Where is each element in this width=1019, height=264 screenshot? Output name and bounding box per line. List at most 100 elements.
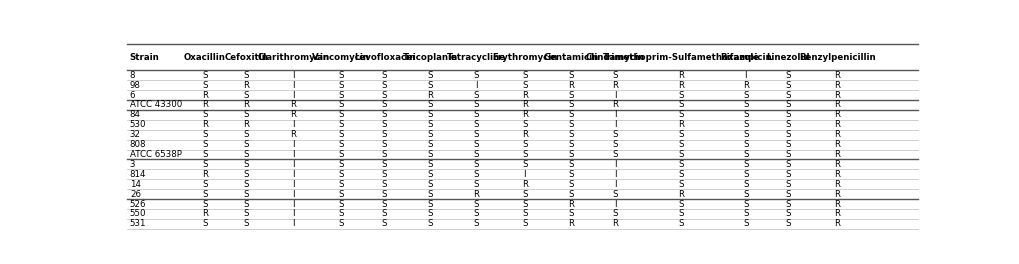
Text: S: S xyxy=(202,140,208,149)
Text: I: I xyxy=(292,150,294,159)
Text: S: S xyxy=(202,200,208,209)
Text: R: R xyxy=(202,170,208,179)
Text: S: S xyxy=(427,101,433,110)
Text: S: S xyxy=(742,210,748,219)
Text: R: R xyxy=(202,91,208,100)
Text: S: S xyxy=(522,190,527,199)
Text: S: S xyxy=(568,180,573,189)
Text: ATCC 43300: ATCC 43300 xyxy=(129,101,182,110)
Text: S: S xyxy=(522,120,527,129)
Text: R: R xyxy=(678,81,684,90)
Text: 530: 530 xyxy=(129,120,147,129)
Text: S: S xyxy=(338,140,343,149)
Text: S: S xyxy=(338,130,343,139)
Text: S: S xyxy=(338,81,343,90)
Text: 6: 6 xyxy=(129,91,136,100)
Text: S: S xyxy=(381,81,387,90)
Text: S: S xyxy=(678,200,684,209)
Text: S: S xyxy=(678,140,684,149)
Text: R: R xyxy=(521,180,527,189)
Text: S: S xyxy=(678,101,684,110)
Text: S: S xyxy=(381,190,387,199)
Text: S: S xyxy=(785,81,791,90)
Text: S: S xyxy=(611,140,618,149)
Text: S: S xyxy=(381,120,387,129)
Text: Levofloxacin: Levofloxacin xyxy=(354,53,415,62)
Text: R: R xyxy=(678,120,684,129)
Text: S: S xyxy=(742,110,748,119)
Text: S: S xyxy=(568,150,573,159)
Text: S: S xyxy=(244,150,249,159)
Text: I: I xyxy=(292,170,294,179)
Text: S: S xyxy=(522,150,527,159)
Text: I: I xyxy=(523,170,526,179)
Text: S: S xyxy=(785,150,791,159)
Text: S: S xyxy=(742,170,748,179)
Text: S: S xyxy=(427,200,433,209)
Text: S: S xyxy=(785,160,791,169)
Text: S: S xyxy=(427,81,433,90)
Text: S: S xyxy=(678,110,684,119)
Text: R: R xyxy=(568,219,574,228)
Text: I: I xyxy=(292,71,294,80)
Text: S: S xyxy=(338,160,343,169)
Text: S: S xyxy=(473,219,478,228)
Text: S: S xyxy=(742,150,748,159)
Text: 531: 531 xyxy=(129,219,147,228)
Text: Clindamycin: Clindamycin xyxy=(585,53,644,62)
Text: S: S xyxy=(678,91,684,100)
Text: S: S xyxy=(522,200,527,209)
Text: S: S xyxy=(785,200,791,209)
Text: S: S xyxy=(742,180,748,189)
Text: S: S xyxy=(473,91,478,100)
Text: S: S xyxy=(678,160,684,169)
Text: R: R xyxy=(473,190,479,199)
Text: S: S xyxy=(427,110,433,119)
Text: Benzylpenicillin: Benzylpenicillin xyxy=(798,53,875,62)
Text: S: S xyxy=(427,210,433,219)
Text: S: S xyxy=(244,110,249,119)
Text: R: R xyxy=(290,110,297,119)
Text: S: S xyxy=(381,110,387,119)
Text: I: I xyxy=(292,160,294,169)
Text: S: S xyxy=(427,150,433,159)
Text: S: S xyxy=(338,170,343,179)
Text: 84: 84 xyxy=(129,110,141,119)
Text: S: S xyxy=(678,150,684,159)
Text: S: S xyxy=(202,219,208,228)
Text: S: S xyxy=(244,130,249,139)
Text: S: S xyxy=(244,210,249,219)
Text: S: S xyxy=(522,140,527,149)
Text: R: R xyxy=(611,219,618,228)
Text: S: S xyxy=(473,180,478,189)
Text: S: S xyxy=(678,210,684,219)
Text: R: R xyxy=(678,190,684,199)
Text: R: R xyxy=(611,81,618,90)
Text: S: S xyxy=(568,210,573,219)
Text: R: R xyxy=(521,110,527,119)
Text: S: S xyxy=(244,219,249,228)
Text: Oxacillin: Oxacillin xyxy=(183,53,225,62)
Text: S: S xyxy=(678,219,684,228)
Text: R: R xyxy=(834,200,840,209)
Text: S: S xyxy=(473,140,478,149)
Text: 3: 3 xyxy=(129,160,136,169)
Text: S: S xyxy=(742,190,748,199)
Text: S: S xyxy=(473,210,478,219)
Text: S: S xyxy=(427,160,433,169)
Text: I: I xyxy=(613,180,615,189)
Text: R: R xyxy=(290,101,297,110)
Text: R: R xyxy=(568,200,574,209)
Text: S: S xyxy=(427,180,433,189)
Text: S: S xyxy=(381,91,387,100)
Text: R: R xyxy=(742,81,748,90)
Text: R: R xyxy=(243,101,249,110)
Text: S: S xyxy=(338,180,343,189)
Text: R: R xyxy=(834,150,840,159)
Text: R: R xyxy=(834,91,840,100)
Text: S: S xyxy=(742,140,748,149)
Text: Strain: Strain xyxy=(129,53,159,62)
Text: S: S xyxy=(522,160,527,169)
Text: R: R xyxy=(243,81,249,90)
Text: S: S xyxy=(427,120,433,129)
